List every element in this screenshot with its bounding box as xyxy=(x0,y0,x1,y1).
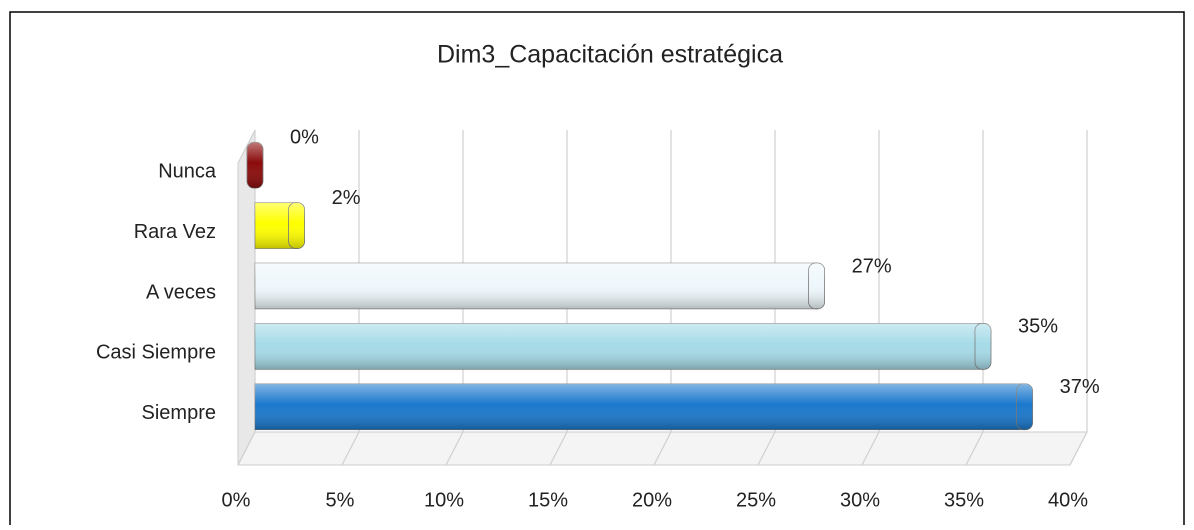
grid-line xyxy=(757,130,776,466)
grid-line xyxy=(965,130,984,466)
grid-line xyxy=(861,130,880,466)
bar-end-shade xyxy=(975,323,991,370)
chart-title: Dim3_Capacitación estratégica xyxy=(437,41,783,69)
data-label: 37% xyxy=(1060,376,1100,398)
data-label: 27% xyxy=(852,255,892,277)
x-tick-label: 20% xyxy=(632,489,672,511)
y-tick-label: Rara Vez xyxy=(134,221,216,243)
x-tick-label: 15% xyxy=(528,489,568,511)
grid-line xyxy=(445,130,464,466)
x-tick-label: 40% xyxy=(1048,489,1088,511)
x-tick-label: 10% xyxy=(424,489,464,511)
x-tick-label: 25% xyxy=(736,489,776,511)
y-tick-label: A veces xyxy=(146,281,216,303)
grid-line xyxy=(653,130,672,466)
bar-shade xyxy=(255,323,983,370)
y-tick-label: Nunca xyxy=(158,160,217,182)
data-label: 0% xyxy=(290,127,319,149)
grid-line xyxy=(1069,130,1088,466)
bar-shade xyxy=(255,383,1025,430)
bar-shade xyxy=(255,263,817,309)
grid-line xyxy=(341,130,360,466)
data-label: 2% xyxy=(332,187,361,209)
bar-end-shade xyxy=(1016,383,1033,430)
data-label: 35% xyxy=(1018,316,1058,338)
bar-end-shade xyxy=(247,142,263,189)
y-tick-label: Siempre xyxy=(142,402,216,424)
grid-line xyxy=(549,130,568,466)
y-tick-label: Casi Siempre xyxy=(96,342,216,364)
x-tick-label: 0% xyxy=(222,489,251,511)
x-tick-label: 5% xyxy=(326,489,355,511)
x-tick-label: 35% xyxy=(944,489,984,511)
x-tick-label: 30% xyxy=(840,489,880,511)
bar-end-shade xyxy=(808,263,825,309)
bar-end-shade xyxy=(288,202,305,249)
